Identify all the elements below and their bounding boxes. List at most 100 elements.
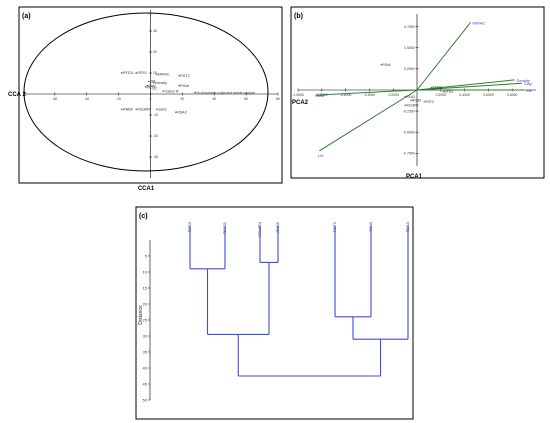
cca-point-label: % of isolates collected seeds sample <box>196 91 255 95</box>
x-tick-label: 80 <box>276 97 280 101</box>
panel-a-xlabel: CCA1 <box>138 186 155 192</box>
loading-vector <box>315 89 418 96</box>
cca-point-label: RSoilR4 <box>137 108 150 112</box>
y-tick-label: -30 <box>153 134 158 138</box>
panel-a: (a) -60 -40 -20 0 20 40 60 80 -45 -30 -15 15 30 45 RFS… <box>8 6 283 192</box>
cca-point <box>146 84 149 87</box>
loading-vector <box>416 22 471 91</box>
cca-point <box>145 86 147 88</box>
y-tick-label: 45 <box>143 381 148 386</box>
loading-vector-label: pH <box>318 153 323 158</box>
x-tick-label: 0.4000 <box>459 93 469 97</box>
panel-b-xlabel: PCA1 <box>406 174 423 180</box>
y-tick-label: 10 <box>143 269 148 274</box>
cca-point-label: OC <box>152 87 158 91</box>
cca-point-label: Clay <box>149 84 156 88</box>
pca-point <box>430 86 432 89</box>
y-tick-label: 35 <box>143 349 148 354</box>
y-tick-label: 15 <box>143 285 148 290</box>
pca-point-label: RFS11 <box>432 86 442 90</box>
cca-point <box>148 80 150 83</box>
panel-a-ylabel: CCA 2 <box>8 92 26 98</box>
cca-point <box>149 87 152 90</box>
panel-b-ylabel: PCA2 <box>292 100 309 106</box>
cca-point <box>121 108 123 111</box>
pca-point <box>442 91 444 93</box>
cca-point-label: RSoil <box>180 84 189 88</box>
cca-point <box>152 82 155 84</box>
y-tick-label: 20 <box>143 301 148 306</box>
y-tick-label: -45 <box>153 155 158 159</box>
cca-point <box>175 111 177 113</box>
cca-point-label: pH <box>147 85 152 89</box>
x-tick-label: 0.2000 <box>436 93 446 97</box>
panel-b: (b) -1.0000-0.8000-0.6000-0.4000-0.20000… <box>290 6 545 180</box>
cca-point-label: RFS3 <box>137 71 146 75</box>
y-tick-label: 50 <box>143 397 148 402</box>
cca-point-label: Silt <box>150 80 155 84</box>
y-tick-label: 5 <box>145 253 148 258</box>
x-tick-label: 0.8000 <box>507 93 517 97</box>
x-tick-label: 0 <box>150 97 152 101</box>
cca-point-label: MWHC <box>158 73 170 77</box>
pca-point <box>404 104 406 106</box>
cca-point <box>162 90 164 92</box>
x-tick-label: -0.6000 <box>340 93 352 97</box>
x-tick-label: -1.0000 <box>292 93 304 97</box>
loading-vector-label: Clay <box>524 81 532 86</box>
cca-point-label: RST2 <box>180 74 189 78</box>
y-tick-label: 45 <box>153 29 157 33</box>
cca-point-label: RFS11 <box>123 71 134 75</box>
y-tick-label: 0.5000 <box>404 46 414 50</box>
cca-point-label: Cation R <box>164 89 178 93</box>
x-tick-label: -60 <box>52 97 57 101</box>
pca-point-label: RSoilR4 <box>406 103 419 107</box>
pca-point <box>404 96 406 98</box>
loading-vector <box>416 79 515 91</box>
panel-b-plot-area: -1.0000-0.8000-0.6000-0.4000-0.20000.200… <box>292 14 536 166</box>
y-tick-label: -15 <box>153 113 158 117</box>
cca-point-label: Density <box>155 81 167 85</box>
cca-point <box>178 75 180 77</box>
y-tick-label: 30 <box>153 50 157 54</box>
panel-a-plot-area: -60 -40 -20 0 20 40 60 80 -45 -30 -15 15 30 45 RFS11 RF… <box>23 10 280 178</box>
x-tick-label: 20 <box>180 97 184 101</box>
x-tick-label: -0.2000 <box>387 93 399 97</box>
pca-point-label: RFS3 <box>444 90 453 94</box>
y-tick-label: -0.5000 <box>403 130 415 134</box>
y-tick-label: -0.7500 <box>403 152 415 156</box>
cca-point <box>135 72 137 74</box>
cca-point <box>156 108 158 111</box>
panel-c-label: (c) <box>139 213 148 220</box>
y-tick-label: 40 <box>143 365 148 370</box>
x-tick-label: 60 <box>244 97 248 101</box>
y-tick-label: 0.7500 <box>404 25 414 29</box>
cca-ellipse <box>23 12 269 172</box>
y-tick-label: 30 <box>143 333 148 338</box>
y-tick-label: 0.2500 <box>404 67 414 71</box>
x-tick-label: 0.6000 <box>483 93 493 97</box>
x-tick-label: -20 <box>116 97 121 101</box>
panel-c-ylabel: Distance <box>138 305 144 325</box>
cca-point-label: Sand <box>158 108 166 112</box>
x-tick-label: 40 <box>212 97 216 101</box>
cca-point <box>178 84 180 87</box>
x-tick-label: -40 <box>84 97 89 101</box>
panel-b-label: (b) <box>294 13 303 20</box>
pca-point-label: RSA3 <box>406 95 415 99</box>
y-tick-label: -0.2500 <box>403 109 415 113</box>
cca-point <box>156 73 158 76</box>
pca-point <box>423 101 425 103</box>
loading-vector-label: Sand <box>315 93 324 98</box>
pca-point <box>380 64 382 66</box>
cca-point-label: RSA3 <box>177 110 186 114</box>
cca-point <box>121 72 123 74</box>
pca-point-label: RNB5 <box>412 98 421 102</box>
cca-point <box>135 108 137 111</box>
loading-vector-label: Silt <box>526 88 532 93</box>
loading-vector-label: Density <box>517 78 530 83</box>
pca-point <box>410 99 412 101</box>
loading-vector <box>319 89 418 152</box>
panel-c-plot-area: 5101520253035404550RFS3RFS11RSoilR4RNB5R… <box>143 221 411 402</box>
